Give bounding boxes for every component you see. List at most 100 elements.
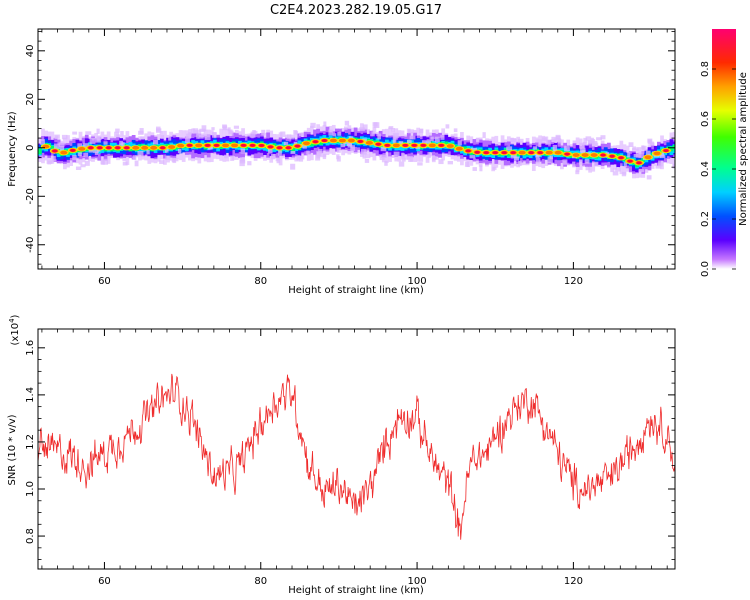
spectrogram-cell	[153, 139, 159, 145]
spectrogram-cell	[547, 157, 553, 164]
spectrogram-peak	[636, 161, 642, 165]
spectrogram-cell	[430, 136, 434, 142]
chart-title: C2E4.2023.282.19.05.G17	[270, 3, 442, 18]
spectrogram-cell	[280, 131, 286, 138]
spectrogram-cell	[336, 147, 341, 153]
spectrogram-cell	[139, 136, 145, 140]
spectrogram-cell	[159, 160, 165, 164]
spectrogram-cell	[332, 133, 337, 137]
spectrogram-cell	[469, 155, 476, 159]
spectrogram-cell	[596, 137, 602, 141]
colorbar-tick-labels: 0.0 0.2 0.4 0.6 0.8	[700, 61, 711, 277]
spectrogram-cell	[340, 143, 346, 148]
spectrogram-cell	[580, 150, 586, 155]
spectrogram-cell	[575, 170, 580, 175]
spectrogram-cell	[658, 160, 663, 167]
spectrogram-cell	[591, 141, 598, 146]
spectrogram-peak	[187, 143, 193, 147]
spectrogram-cell	[406, 140, 412, 144]
spectrogram-cell	[302, 144, 307, 149]
y-tick-label: 1.4	[25, 387, 36, 403]
spectrogram-cell	[50, 145, 55, 150]
spectrogram-cell	[506, 146, 513, 151]
spectrogram-cell	[562, 159, 568, 165]
spectrogram-cell	[533, 146, 538, 150]
spectrogram-cell	[585, 136, 592, 141]
spectrogram-frame	[37, 28, 676, 270]
spectrogram-cell	[476, 137, 480, 143]
spectrogram-peak	[446, 144, 454, 148]
spectrogram-peak	[195, 143, 203, 148]
spectrogram-cell	[636, 147, 642, 151]
spectrogram-cell	[587, 140, 592, 145]
y-tick-label: 1.0	[25, 481, 36, 497]
spectrogram-cell	[583, 137, 588, 144]
spectrogram-cell	[185, 137, 190, 143]
spectrogram-cell	[391, 127, 396, 132]
spectrogram-cell	[89, 137, 96, 144]
spectrogram-cell	[72, 131, 78, 135]
spectrogram-cell	[204, 134, 211, 141]
spectrogram-cell	[240, 148, 246, 154]
spectrogram-cell	[315, 154, 321, 161]
spectrogram-cell	[632, 146, 637, 150]
spectrogram-cell	[612, 171, 619, 176]
spectrogram-peak	[70, 148, 76, 152]
spectrogram-cell	[38, 148, 42, 155]
spectrogram-peak	[97, 146, 103, 150]
spectrogram-cell	[291, 146, 295, 152]
spectrogram-cell	[551, 136, 557, 142]
spectrogram-peak	[600, 153, 606, 157]
y-tick-label: -20	[25, 188, 36, 204]
spectrogram-cell	[323, 121, 327, 127]
spectrogram-cell	[272, 145, 277, 152]
spectrogram-peak	[545, 150, 553, 155]
spectrogram-cell	[518, 160, 522, 167]
spectrogram-peak	[375, 142, 381, 146]
spectrogram-cell	[377, 133, 381, 140]
snr-frame	[37, 328, 676, 570]
spectrogram-cell	[139, 128, 144, 134]
colorbar-ticks	[712, 68, 736, 270]
spectrogram-cell	[628, 142, 634, 148]
spectrogram-peak	[474, 150, 480, 154]
spectrogram-cell	[447, 160, 454, 165]
spectrogram-cell	[316, 151, 322, 157]
spectrogram-peak	[581, 153, 589, 157]
spectrogram-cell	[84, 160, 90, 166]
spectrogram-cell	[408, 156, 413, 162]
spectrogram-cell	[384, 161, 388, 166]
spectrogram-peak	[618, 156, 624, 160]
spectrogram-cell	[427, 152, 431, 158]
spectrogram-peak	[428, 143, 436, 148]
spectrogram-cell	[201, 125, 207, 132]
spectrogram-cell	[278, 150, 282, 156]
spectrogram-cell	[371, 131, 375, 137]
spectrogram-cell	[482, 132, 486, 139]
spectrogram-cell	[373, 122, 380, 129]
spectrogram-peak	[528, 151, 534, 155]
spectrogram-cell	[230, 155, 235, 161]
colorbar-tick-label: 0.6	[700, 111, 711, 127]
colorbar-label: Normalized spectral amplitude	[738, 72, 749, 226]
colorbar-tick-label: 0.4	[700, 161, 711, 177]
spectrogram-panel: 60 80 100 120 40 20 0 -20 -40 Height of straigh…	[7, 28, 676, 296]
spectrogram-peak	[78, 146, 86, 151]
spectrogram-cell	[518, 138, 524, 143]
spectrogram-cell	[252, 130, 256, 135]
spectrogram-peak	[420, 143, 426, 147]
x-tick-label: 80	[254, 276, 267, 287]
spectrogram-cell	[538, 142, 542, 148]
spectrogram-cell	[638, 169, 645, 173]
spectrogram-peak	[213, 143, 220, 147]
spectrogram-cell	[365, 153, 371, 159]
x-tick-label: 120	[564, 576, 583, 587]
spectrogram-cell	[407, 129, 414, 134]
spectrogram-cell	[155, 128, 162, 133]
spectrogram-cell	[192, 128, 199, 134]
spectrogram-cell	[541, 137, 547, 142]
spectrogram-peak	[312, 140, 319, 144]
spectrogram-peak	[492, 151, 498, 155]
spectrogram-peak	[132, 145, 140, 150]
